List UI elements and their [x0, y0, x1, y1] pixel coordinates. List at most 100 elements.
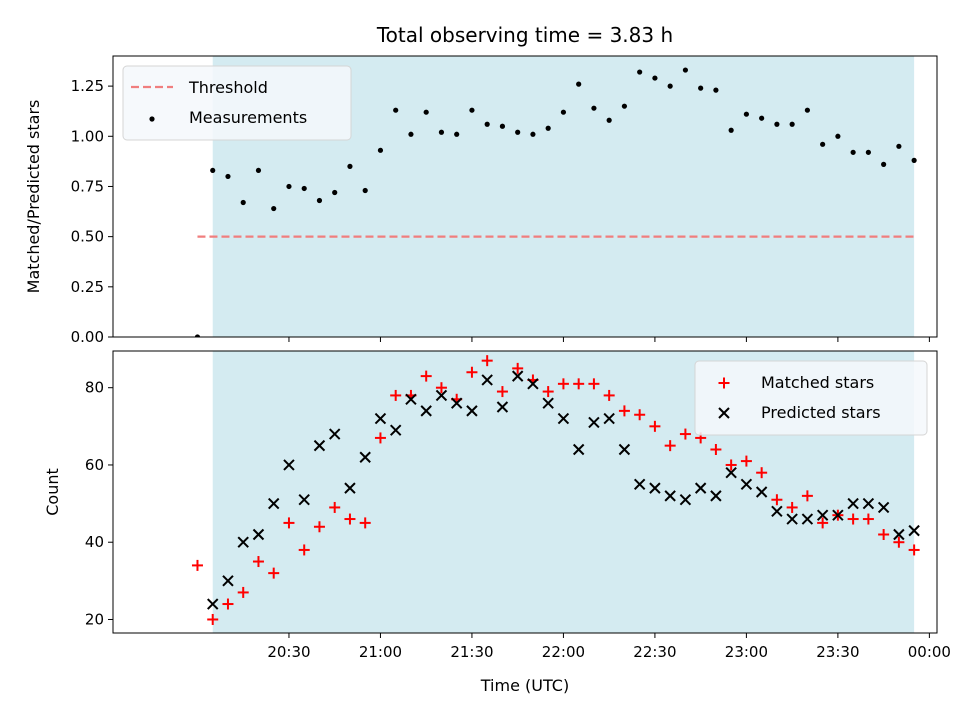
measurement-point	[820, 141, 826, 147]
bottom-y-axis: 20 40 60 80	[85, 379, 113, 628]
measurement-point	[591, 105, 597, 111]
legend-predicted-swatch	[718, 407, 730, 419]
top-legend: Threshold Measurements	[122, 65, 352, 141]
measurement-point	[652, 75, 658, 81]
measurement-point	[316, 197, 323, 204]
x-tick-label: 22:00	[542, 643, 585, 661]
chart-title: Total observing time = 3.83 h	[376, 23, 673, 47]
measurement-point	[438, 129, 445, 135]
matched-point	[283, 517, 295, 529]
measurement-point	[255, 167, 262, 174]
matched-point	[191, 559, 203, 571]
predicted-point	[268, 497, 280, 510]
top-y-axis-label: Matched/Predicted stars	[24, 100, 43, 294]
measurement-point	[896, 143, 902, 149]
measurement-point	[393, 107, 399, 113]
matched-point	[557, 378, 569, 390]
predicted-point	[771, 505, 783, 518]
bottom-series-1	[191, 355, 920, 625]
predicted-point	[740, 478, 753, 490]
measurement-point	[454, 131, 460, 137]
predicted-point	[313, 439, 326, 452]
predicted-point	[466, 405, 478, 417]
predicted-point	[207, 598, 219, 610]
matched-point	[740, 455, 752, 467]
matched-point	[268, 567, 280, 579]
x-tick-label: 20:30	[267, 643, 310, 661]
y-tick-label: 0.25	[71, 278, 104, 296]
matched-point	[512, 362, 524, 374]
predicted-point	[420, 405, 432, 417]
predicted-point	[633, 478, 646, 490]
predicted-point	[908, 524, 920, 537]
measurement-point	[530, 131, 536, 137]
predicted-point	[511, 370, 524, 382]
ratio-panel: 0.00 0.25 0.50 0.75 1.00 1.25 Matched/Predicte…	[24, 55, 938, 346]
matched-point	[207, 613, 219, 625]
matched-point	[420, 370, 432, 382]
matched-point	[496, 386, 508, 398]
matched-point	[466, 366, 478, 378]
measurement-point	[377, 147, 384, 153]
measurement-point	[545, 125, 551, 131]
y-tick-label: 40	[85, 533, 104, 551]
measurement-point	[667, 83, 673, 89]
legend-matched-swatch	[718, 377, 730, 389]
legend-label: Measurements	[189, 108, 307, 127]
matched-point	[237, 586, 249, 598]
predicted-point	[389, 424, 402, 436]
measurement-point	[698, 85, 704, 91]
matched-point	[725, 459, 737, 471]
top-series-1	[194, 67, 917, 337]
matched-point	[801, 490, 813, 502]
predicted-point	[847, 497, 859, 510]
predicted-point	[877, 501, 890, 514]
matched-point	[679, 428, 691, 440]
x-tick-label: 21:00	[359, 643, 402, 661]
x-tick-label: 21:30	[450, 643, 493, 661]
legend-box	[122, 65, 352, 141]
measurement-point	[774, 121, 780, 127]
predicted-point	[481, 374, 493, 386]
legend-box	[694, 360, 928, 436]
predicted-point	[283, 459, 295, 471]
matched-point	[908, 544, 920, 556]
measurement-point	[881, 161, 887, 167]
matched-point	[862, 513, 874, 525]
y-tick-label: 0.50	[71, 228, 104, 246]
measurement-point	[499, 123, 506, 129]
predicted-point	[496, 401, 509, 413]
matched-point	[252, 556, 264, 568]
matched-point	[222, 598, 234, 610]
x-tick-label: 23:00	[725, 643, 768, 661]
x-tick-label: 22:30	[633, 643, 676, 661]
measurement-point	[408, 131, 414, 137]
measurement-point	[194, 334, 201, 337]
measurement-point	[637, 69, 643, 75]
top-y-axis: 0.00 0.25 0.50 0.75 1.00 1.25	[71, 77, 113, 346]
matched-point	[573, 378, 585, 390]
measurement-point	[210, 167, 216, 174]
measurement-point	[850, 149, 856, 155]
bottom-frame	[112, 350, 938, 634]
measurement-point	[301, 185, 307, 192]
x-tick-label: 00:00	[908, 643, 951, 661]
count-panel: 20 40 60 80 20:30 21:00 21:30 22:00 22:30 23:00 23…	[43, 350, 951, 661]
matched-point	[603, 389, 615, 401]
measurement-point	[240, 199, 246, 206]
predicted-point	[252, 528, 265, 541]
top-frame	[112, 55, 938, 338]
predicted-point	[557, 412, 570, 425]
x-axis-label: Time (UTC)	[480, 676, 569, 695]
top-x-ticks	[288, 337, 930, 342]
measurement-point	[865, 149, 871, 155]
y-tick-label: 1.00	[71, 127, 104, 145]
matched-point	[634, 409, 646, 421]
legend-label: Matched stars	[761, 373, 874, 392]
measurement-point	[271, 205, 277, 212]
bottom-y-axis-label: Count	[43, 468, 62, 516]
measurement-point	[576, 81, 582, 87]
legend-label: Threshold	[188, 78, 268, 97]
predicted-point	[435, 389, 448, 402]
